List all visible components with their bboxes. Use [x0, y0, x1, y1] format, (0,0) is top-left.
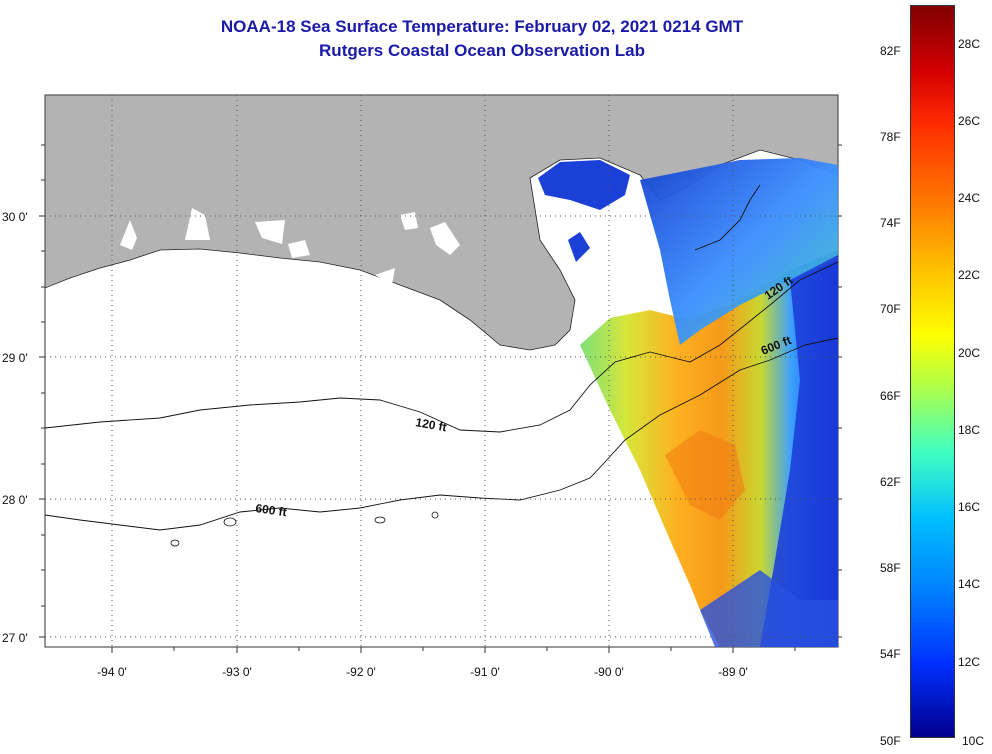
- graticule: [45, 95, 838, 647]
- colorbar-label-f: 62F: [880, 475, 901, 489]
- colorbar-label-c: 22C: [958, 268, 981, 282]
- lon-label: -89 0': [718, 665, 748, 679]
- colorbar-label-f: 78F: [880, 130, 901, 144]
- colorbar-label-c: 12C: [958, 655, 981, 669]
- sst-bay: [538, 160, 630, 210]
- sst-cold-edge: [760, 255, 838, 647]
- lat-label: 28 0': [2, 493, 28, 507]
- colorbar-label-f: 54F: [880, 647, 901, 661]
- temperature-colorbar: [910, 5, 955, 738]
- sst-lake-patch: [568, 232, 590, 262]
- bathymetry-islet: [223, 517, 237, 527]
- colorbar-label-c: 14C: [958, 577, 981, 591]
- colorbar-label-f: 70F: [880, 302, 901, 316]
- contour-label: 120 ft: [414, 415, 447, 434]
- colorbar-label-c: 20C: [958, 346, 981, 360]
- colorbar-label-f: 82F: [880, 44, 901, 58]
- colorbar-label-c: 24C: [958, 191, 981, 205]
- lon-label: -92 0': [346, 665, 376, 679]
- lake: [120, 220, 137, 250]
- colorbar-label-f: 74F: [880, 216, 901, 230]
- colorbar-label-c: 10C: [962, 734, 985, 748]
- colorbar-label-f: 50F: [880, 734, 901, 748]
- lake: [288, 240, 310, 258]
- sst-warm-core: [665, 430, 745, 520]
- lake: [185, 208, 210, 240]
- sst-nearshore-north: [640, 158, 838, 345]
- colorbar-label-c: 28C: [958, 37, 981, 51]
- contour-120ft-east: [649, 261, 838, 363]
- lon-label: -93 0': [222, 665, 252, 679]
- colorbar-label-c: 16C: [958, 500, 981, 514]
- colorbar-label-c: 26C: [958, 114, 981, 128]
- map-subtitle: Rutgers Coastal Ocean Observation Lab: [319, 41, 645, 60]
- colorbar-label-c: 18C: [958, 423, 981, 437]
- colorbar-label-f: 58F: [880, 561, 901, 575]
- bathymetry-islet: [431, 511, 439, 519]
- lake: [255, 220, 285, 244]
- bathymetry-islet: [170, 539, 180, 547]
- lon-label: -90 0': [594, 665, 624, 679]
- contour-120ft-shore: [694, 184, 761, 251]
- lake: [375, 268, 395, 285]
- colorbar-label-f: 66F: [880, 389, 901, 403]
- lon-label: -91 0': [470, 665, 500, 679]
- contour-120ft-west: [45, 351, 651, 433]
- lake: [430, 222, 460, 255]
- sst-cold-south: [700, 570, 838, 647]
- lake: [400, 212, 418, 230]
- lon-label: -94 0': [97, 665, 127, 679]
- lat-label: 30 0': [2, 210, 28, 224]
- lat-label: 27 0': [2, 631, 28, 645]
- frame-ticks: [39, 144, 842, 653]
- contour-600ft-west: [45, 337, 838, 531]
- lat-label: 29 0': [2, 351, 28, 365]
- map-title: NOAA-18 Sea Surface Temperature: Februar…: [220, 17, 744, 36]
- bathymetry-islet: [374, 516, 386, 524]
- contour-label: 600 ft: [255, 501, 288, 519]
